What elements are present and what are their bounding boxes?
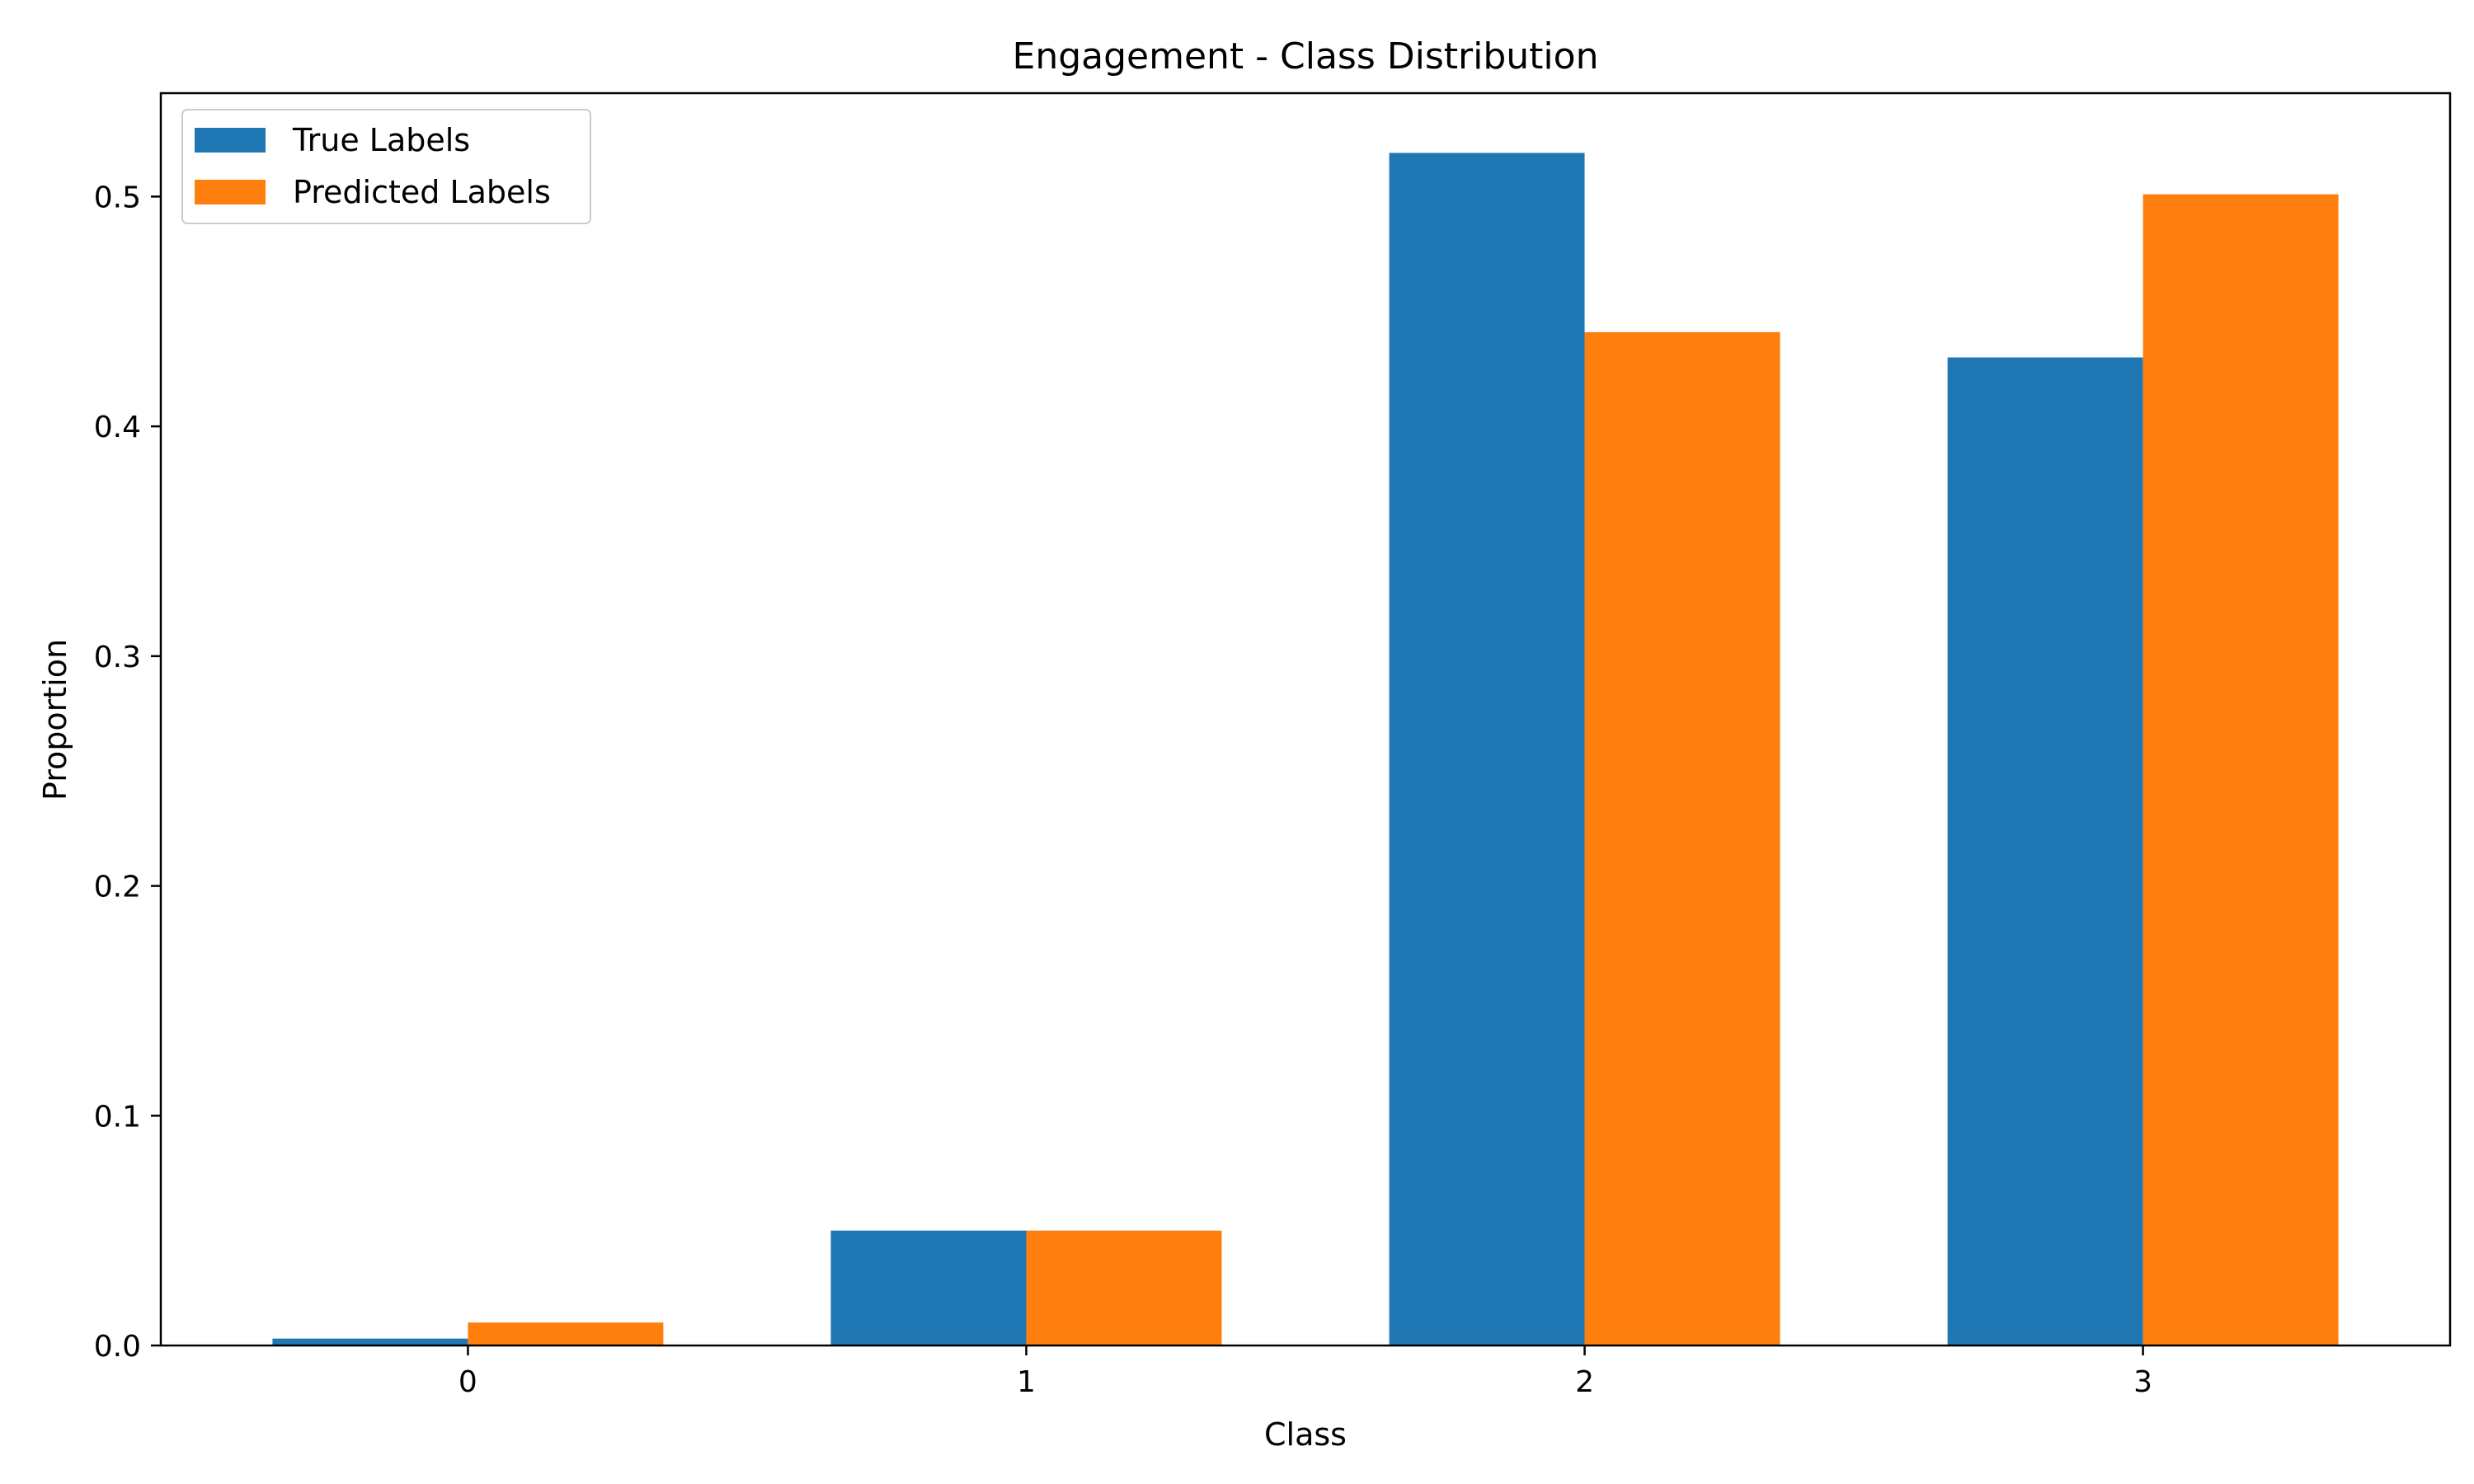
bar-true-class-1 [830, 1230, 1027, 1345]
y-tick-label-0.5: 0.5 [94, 181, 141, 214]
plot-frame [159, 92, 2452, 1347]
bar-predicted-class-0 [468, 1322, 664, 1345]
x-tick-label-1: 1 [1017, 1365, 1036, 1399]
legend-swatch-predicted-labels [195, 180, 266, 204]
bar-predicted-class-1 [1026, 1230, 1222, 1345]
legend-swatch-true-labels [195, 128, 266, 153]
y-tick-label-0.2: 0.2 [94, 871, 141, 904]
bar-true-class-0 [272, 1338, 468, 1345]
x-tick-label-3: 3 [2133, 1365, 2152, 1399]
bar-true-class-3 [1947, 357, 2143, 1345]
x-ticks-group: 0 1 2 3 [459, 1345, 2152, 1399]
y-tick-label-0.1: 0.1 [94, 1100, 141, 1134]
y-axis-label: Proportion [37, 639, 73, 801]
x-axis-label: Class [1264, 1416, 1347, 1453]
chart-title: Engagement - Class Distribution [1013, 35, 1599, 77]
bar-predicted-class-2 [1584, 331, 1780, 1345]
y-tick-label-0.0: 0.0 [94, 1330, 141, 1364]
y-tick-label-0.3: 0.3 [94, 641, 141, 674]
y-ticks-group: 0.0 0.1 0.2 0.3 0.4 0.5 [94, 181, 161, 1364]
legend-box [181, 109, 591, 224]
x-tick-label-2: 2 [1575, 1365, 1594, 1399]
y-tick-label-0.4: 0.4 [94, 411, 141, 444]
bar-predicted-class-3 [2142, 194, 2339, 1345]
bar-true-class-2 [1389, 153, 1585, 1345]
legend: True Labels Predicted Labels [181, 109, 591, 224]
bars-group [272, 153, 2339, 1345]
legend-label-predicted-labels: Predicted Labels [293, 174, 551, 210]
legend-label-true-labels: True Labels [292, 122, 470, 158]
x-tick-label-0: 0 [459, 1365, 477, 1399]
